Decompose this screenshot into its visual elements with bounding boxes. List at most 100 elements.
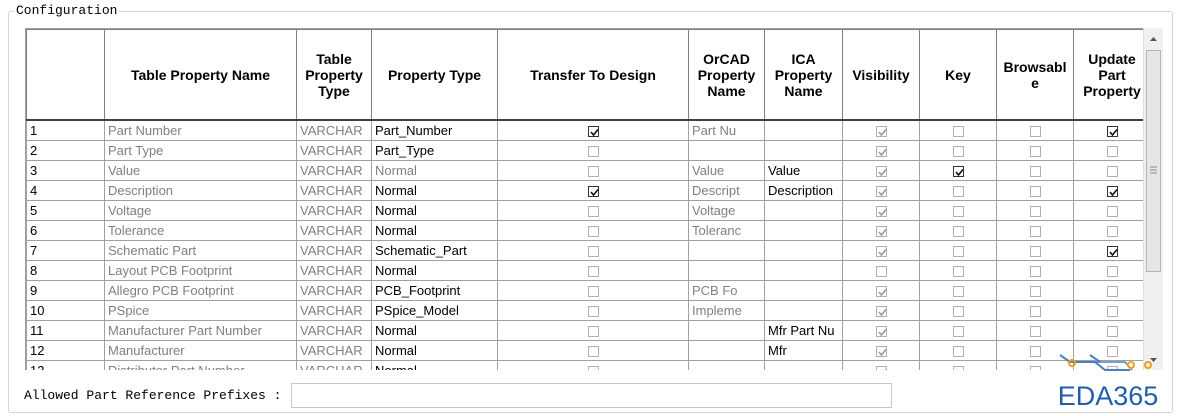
checkbox[interactable] [1029, 366, 1041, 370]
checkbox[interactable] [1029, 146, 1041, 158]
checkbox-cell [919, 140, 997, 161]
checkbox[interactable] [952, 326, 964, 338]
checkbox[interactable] [1029, 326, 1041, 338]
property-grid: Table Property Name Table Property Type Pr… [25, 28, 1143, 370]
checkbox[interactable] [587, 306, 599, 318]
table-row: 4 Description VARCHAR Normal Descript Descrip… [26, 180, 1143, 201]
checkbox[interactable] [1106, 226, 1118, 238]
checkbox[interactable] [1029, 346, 1041, 358]
table-cell: Value [688, 160, 765, 181]
checkbox-cell [842, 200, 920, 221]
checkbox[interactable] [952, 306, 964, 318]
table-cell: 4 [26, 180, 105, 201]
checkbox-cell [497, 180, 689, 201]
checkbox-cell [919, 340, 997, 361]
checkbox[interactable] [1029, 206, 1041, 218]
checkbox[interactable] [1029, 126, 1041, 138]
checkbox[interactable] [952, 226, 964, 238]
checkbox[interactable] [952, 206, 964, 218]
checkbox-cell [497, 240, 689, 261]
checkbox-cell [996, 340, 1074, 361]
table-cell: Normal [371, 360, 498, 370]
checkbox[interactable] [952, 286, 964, 298]
checkbox-cell [919, 360, 997, 370]
checkbox[interactable] [1106, 266, 1118, 278]
checkbox[interactable] [587, 346, 599, 358]
checkbox[interactable] [952, 346, 964, 358]
scroll-thumb[interactable] [1146, 50, 1161, 272]
checkbox[interactable] [587, 126, 599, 138]
table-cell: Value [104, 160, 297, 181]
checkbox[interactable] [1106, 366, 1118, 370]
checkbox-cell [1073, 320, 1143, 341]
checkbox-cell [497, 200, 689, 221]
checkbox[interactable] [587, 266, 599, 278]
checkbox[interactable] [587, 206, 599, 218]
checkbox-cell [1073, 140, 1143, 161]
table-row: 11 Manufacturer Part Number VARCHAR Normal M… [26, 320, 1143, 341]
checkbox[interactable] [587, 226, 599, 238]
checkbox[interactable] [1106, 146, 1118, 158]
checkbox[interactable] [952, 126, 964, 138]
checkbox[interactable] [587, 146, 599, 158]
checkbox[interactable] [587, 246, 599, 258]
table-cell: Part_Type [371, 140, 498, 161]
checkbox[interactable] [1106, 166, 1118, 178]
table-cell: Part Number [104, 119, 297, 141]
table-cell: Normal [371, 320, 498, 341]
prefix-input[interactable] [291, 383, 892, 408]
checkbox[interactable] [1106, 186, 1118, 198]
table-cell: VARCHAR [296, 320, 372, 341]
checkbox[interactable] [1106, 306, 1118, 318]
checkbox [875, 166, 887, 178]
checkbox[interactable] [587, 186, 599, 198]
checkbox-cell [497, 220, 689, 241]
checkbox[interactable] [952, 146, 964, 158]
checkbox-cell [1073, 220, 1143, 241]
checkbox[interactable] [952, 366, 964, 370]
checkbox[interactable] [587, 166, 599, 178]
table-cell [764, 260, 843, 281]
checkbox[interactable] [1029, 266, 1041, 278]
table-cell: Normal [371, 260, 498, 281]
logo: EDA365 [1058, 354, 1158, 410]
checkbox[interactable] [1029, 186, 1041, 198]
checkbox[interactable] [1029, 286, 1041, 298]
checkbox[interactable] [1029, 226, 1041, 238]
checkbox[interactable] [1106, 206, 1118, 218]
checkbox-cell [996, 200, 1074, 221]
checkbox[interactable] [1029, 246, 1041, 258]
table-cell: Part Type [104, 140, 297, 161]
checkbox[interactable] [952, 186, 964, 198]
table-cell: 8 [26, 260, 105, 281]
table-cell: Normal [371, 180, 498, 201]
table-cell: VARCHAR [296, 360, 372, 370]
checkbox[interactable] [952, 246, 964, 258]
scrollbar[interactable] [1143, 28, 1163, 370]
table-row: 2 Part Type VARCHAR Part_Type [26, 140, 1143, 161]
table-cell: 6 [26, 220, 105, 241]
checkbox[interactable] [952, 166, 964, 178]
checkbox[interactable] [1106, 286, 1118, 298]
checkbox[interactable] [587, 286, 599, 298]
checkbox[interactable] [1106, 126, 1118, 138]
table-cell: 3 [26, 160, 105, 181]
checkbox-cell [919, 200, 997, 221]
checkbox[interactable] [587, 366, 599, 370]
table-cell [764, 360, 843, 370]
checkbox[interactable] [587, 326, 599, 338]
table-cell: Value [764, 160, 843, 181]
checkbox-cell [497, 140, 689, 161]
checkbox-cell [1073, 280, 1143, 301]
checkbox[interactable] [1106, 246, 1118, 258]
checkbox[interactable] [1106, 326, 1118, 338]
checkbox[interactable] [1106, 346, 1118, 358]
checkbox[interactable] [1029, 306, 1041, 318]
table-cell: PCB_Footprint [371, 280, 498, 301]
checkbox-cell [842, 140, 920, 161]
table-cell: VARCHAR [296, 340, 372, 361]
table-cell [764, 300, 843, 321]
checkbox[interactable] [952, 266, 964, 278]
column-header: Visibility [842, 29, 920, 121]
checkbox[interactable] [1029, 166, 1041, 178]
